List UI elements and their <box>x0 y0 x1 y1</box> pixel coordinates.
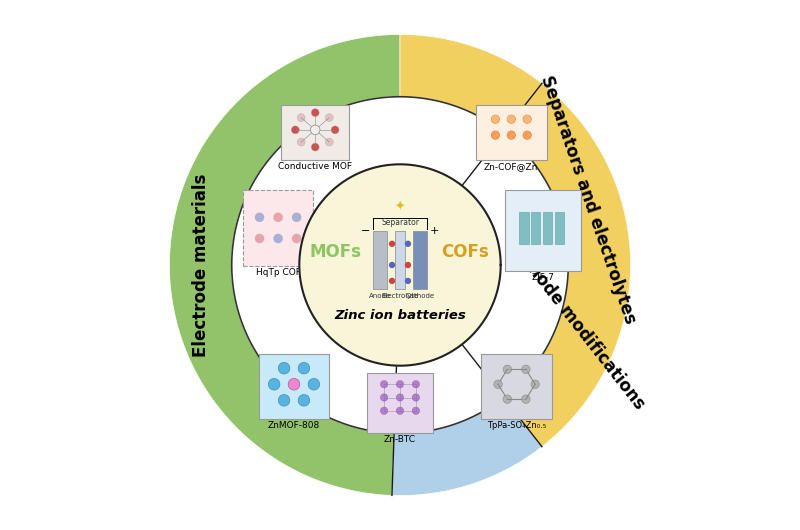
Circle shape <box>412 407 420 414</box>
Circle shape <box>405 262 411 268</box>
Circle shape <box>380 407 388 414</box>
Circle shape <box>405 241 411 247</box>
FancyBboxPatch shape <box>282 105 349 160</box>
Circle shape <box>298 394 310 406</box>
Circle shape <box>494 380 502 388</box>
Circle shape <box>310 125 320 135</box>
Polygon shape <box>299 164 501 366</box>
Bar <box>395 231 405 289</box>
Circle shape <box>254 234 264 243</box>
Circle shape <box>297 114 305 122</box>
FancyBboxPatch shape <box>243 190 314 266</box>
Text: ZnMOF-808: ZnMOF-808 <box>268 421 320 430</box>
Text: ✦: ✦ <box>394 201 406 214</box>
Circle shape <box>278 363 290 374</box>
Text: Zn-BTC: Zn-BTC <box>384 435 416 444</box>
Bar <box>519 212 529 244</box>
Bar <box>531 212 541 244</box>
FancyBboxPatch shape <box>506 190 581 271</box>
Circle shape <box>298 363 310 374</box>
Circle shape <box>396 407 404 414</box>
Bar <box>543 212 552 244</box>
Circle shape <box>507 115 515 123</box>
Text: MOFs: MOFs <box>309 243 361 261</box>
Circle shape <box>491 131 500 139</box>
Circle shape <box>412 381 420 388</box>
Text: +: + <box>430 226 438 235</box>
Polygon shape <box>392 83 630 496</box>
Bar <box>413 231 427 289</box>
Polygon shape <box>232 97 568 433</box>
Circle shape <box>326 138 334 146</box>
Circle shape <box>503 395 511 403</box>
Circle shape <box>507 131 515 139</box>
Circle shape <box>522 395 530 403</box>
Circle shape <box>311 109 319 117</box>
Circle shape <box>405 278 411 284</box>
FancyBboxPatch shape <box>482 354 552 420</box>
Circle shape <box>292 234 302 243</box>
Circle shape <box>254 213 264 222</box>
Circle shape <box>389 241 395 247</box>
FancyBboxPatch shape <box>367 373 433 432</box>
Bar <box>555 212 564 244</box>
Circle shape <box>396 394 404 401</box>
Polygon shape <box>400 34 630 447</box>
Circle shape <box>297 138 305 146</box>
Circle shape <box>380 394 388 401</box>
FancyBboxPatch shape <box>258 354 330 420</box>
Text: Separators and electrolytes: Separators and electrolytes <box>538 74 640 326</box>
Circle shape <box>331 126 339 134</box>
Circle shape <box>412 394 420 401</box>
Text: Electrolyte: Electrolyte <box>382 293 418 299</box>
Text: −: − <box>362 226 370 235</box>
Circle shape <box>523 115 531 123</box>
Circle shape <box>491 115 500 123</box>
Text: ZIF-7: ZIF-7 <box>532 273 554 282</box>
Polygon shape <box>170 34 400 496</box>
Circle shape <box>503 365 511 374</box>
Circle shape <box>288 378 300 390</box>
Text: COFs: COFs <box>441 243 489 261</box>
Text: Zn-COF@Zn: Zn-COF@Zn <box>484 162 538 171</box>
Circle shape <box>389 262 395 268</box>
Circle shape <box>523 131 531 139</box>
Circle shape <box>292 213 302 222</box>
Circle shape <box>268 378 280 390</box>
Circle shape <box>522 365 530 374</box>
Circle shape <box>380 381 388 388</box>
Circle shape <box>326 114 334 122</box>
Text: Anode modifications: Anode modifications <box>515 250 648 412</box>
Text: Zinc ion batteries: Zinc ion batteries <box>334 308 466 322</box>
Text: Anode: Anode <box>369 293 391 299</box>
Circle shape <box>308 378 320 390</box>
Circle shape <box>311 143 319 151</box>
Circle shape <box>531 380 539 388</box>
Circle shape <box>389 278 395 284</box>
Bar <box>373 231 387 289</box>
Circle shape <box>274 213 283 222</box>
Circle shape <box>278 394 290 406</box>
Text: TpPa-SO₄Zn₀.₅: TpPa-SO₄Zn₀.₅ <box>487 421 546 430</box>
Text: Conductive MOF: Conductive MOF <box>278 162 352 171</box>
FancyBboxPatch shape <box>476 105 546 160</box>
Circle shape <box>396 381 404 388</box>
Circle shape <box>274 234 283 243</box>
Text: HqTp COF: HqTp COF <box>256 268 301 277</box>
Text: Electrode materials: Electrode materials <box>191 173 210 357</box>
Text: Cathode: Cathode <box>406 293 434 299</box>
Text: Separator: Separator <box>381 218 419 227</box>
Circle shape <box>291 126 299 134</box>
